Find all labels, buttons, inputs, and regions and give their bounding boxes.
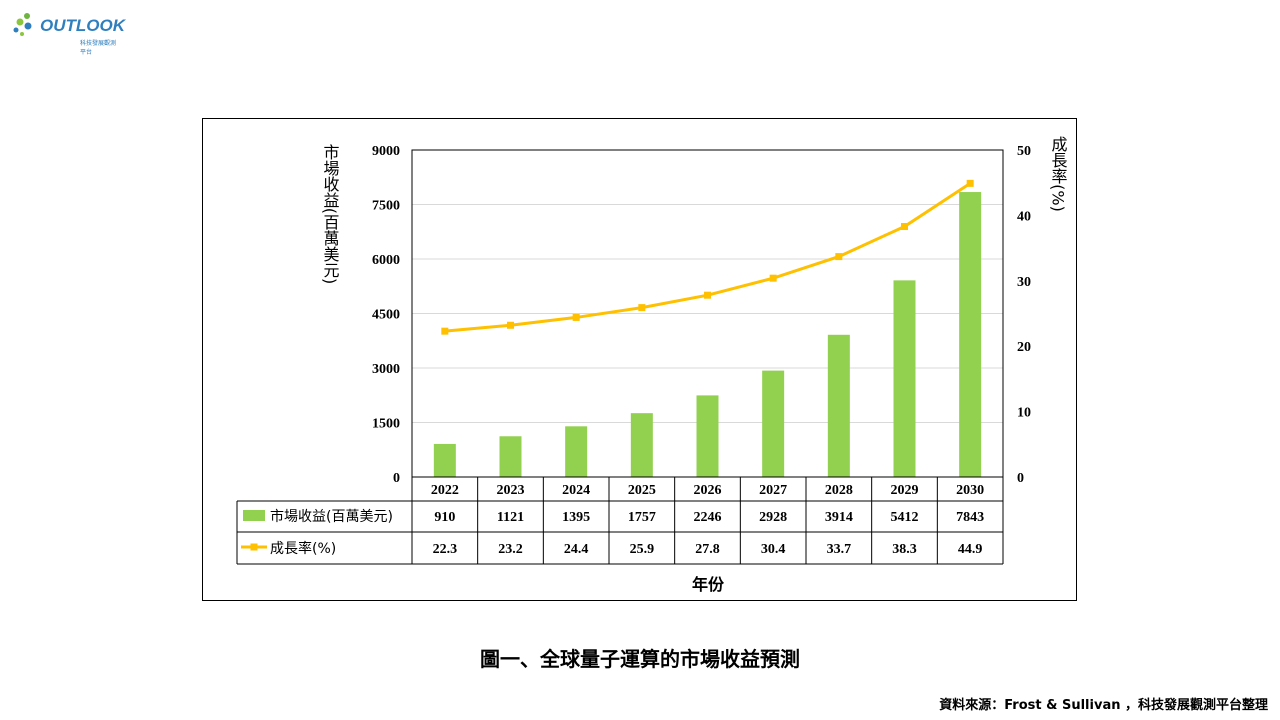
x-tick-label: 2023 — [497, 483, 525, 498]
x-tick-label: 2026 — [694, 483, 722, 498]
x-tick-label: 2029 — [891, 483, 919, 498]
y2-axis-label: 成長率(%) — [1049, 136, 1068, 212]
x-tick-label: 2025 — [628, 483, 656, 498]
logo-brand: OUTLOOK — [40, 16, 125, 35]
table-cell-growth: 38.3 — [892, 542, 917, 557]
chart-frame: 0 1500 3000 4500 6000 7500 9000 0 10 20 30 40 50 市場… — [202, 118, 1077, 601]
line-point — [572, 313, 580, 321]
table-cell-growth: 44.9 — [958, 542, 983, 557]
bar — [893, 280, 916, 477]
table-cell-growth: 25.9 — [630, 542, 655, 557]
table-cell-growth: 23.2 — [498, 542, 523, 557]
table-cell-revenue: 1121 — [497, 510, 524, 525]
growth-line-path — [444, 182, 971, 333]
legend-line-label: 成長率(%) — [270, 540, 336, 557]
logo-subtitle: 科技發展觀測平台 — [80, 40, 117, 56]
legend-bar-swatch — [243, 510, 265, 521]
table-cell-growth: 27.8 — [695, 542, 720, 557]
y2-tick-label: 10 — [1017, 406, 1031, 421]
y-tick-label: 1500 — [372, 417, 400, 432]
bar — [433, 443, 456, 477]
bar — [630, 413, 653, 477]
y-tick-label: 0 — [393, 471, 400, 486]
left-axis-ticks: 0 1500 3000 4500 6000 7500 9000 — [372, 144, 400, 486]
line-point — [966, 179, 974, 187]
y2-tick-label: 30 — [1017, 275, 1031, 290]
y2-tick-label: 50 — [1017, 144, 1031, 159]
bars — [433, 192, 982, 477]
table-cell-revenue: 1395 — [562, 510, 590, 525]
x-tick-label: 2030 — [956, 483, 984, 498]
y2-tick-label: 20 — [1017, 340, 1031, 355]
y-tick-label: 3000 — [372, 362, 400, 377]
y-tick-label: 7500 — [372, 199, 400, 214]
line-point — [638, 304, 646, 312]
x-tick-label: 2024 — [562, 483, 590, 498]
table-cell-revenue: 2246 — [694, 510, 722, 525]
x-tick-label: 2027 — [759, 483, 787, 498]
legend-line-marker — [250, 543, 258, 551]
table-cell-revenue: 7843 — [956, 510, 984, 525]
legend-bar-label: 市場收益(百萬美元) — [270, 508, 393, 525]
line-point — [769, 274, 777, 282]
table-cell-revenue: 3914 — [825, 510, 853, 525]
outlook-logo: OUTLOOK 科技發展觀測平台 — [10, 6, 125, 56]
bar — [565, 426, 588, 477]
line-point — [441, 327, 449, 335]
source-note: 資料來源：Frost & Sullivan ，科技發展觀測平台整理 — [939, 698, 1268, 713]
right-axis-ticks: 0 10 20 30 40 50 — [1017, 144, 1031, 486]
y2-tick-label: 0 — [1017, 471, 1024, 486]
growth-line — [441, 179, 974, 335]
y-tick-label: 6000 — [372, 253, 400, 268]
table-cell-revenue: 5412 — [891, 510, 919, 525]
plot-border — [411, 149, 1004, 478]
bar — [827, 334, 850, 477]
line-point — [704, 291, 711, 299]
logo-dots-icon — [13, 13, 32, 36]
line-point — [901, 223, 908, 231]
table-cell-revenue: 2928 — [759, 510, 787, 525]
line-point — [835, 253, 843, 261]
bar — [762, 370, 785, 477]
bar — [959, 192, 982, 477]
y-tick-label: 4500 — [372, 308, 400, 323]
x-axis-label: 年份 — [692, 575, 725, 594]
bar — [499, 436, 522, 477]
table-cell-revenue: 1757 — [628, 510, 656, 525]
x-tick-label: 2028 — [825, 483, 853, 498]
y2-tick-label: 40 — [1017, 209, 1031, 224]
figure-caption: 圖一、全球量子運算的市場收益預測 — [480, 647, 800, 671]
x-tick-label: 2022 — [431, 483, 459, 498]
table-cell-growth: 22.3 — [433, 542, 458, 557]
table-cell-revenue: 910 — [434, 510, 455, 525]
bar — [696, 395, 719, 477]
table-cell-growth: 24.4 — [564, 542, 589, 557]
data-table: 2022 2023 2024 2025 2026 2027 2028 2029 2030 市場收益… — [236, 477, 1004, 565]
table-cell-growth: 33.7 — [827, 542, 852, 557]
y-axis-label: 市場收益(百萬美元) — [321, 144, 340, 284]
table-cell-growth: 30.4 — [761, 542, 786, 557]
line-point — [507, 321, 514, 329]
y-tick-label: 9000 — [372, 144, 400, 159]
